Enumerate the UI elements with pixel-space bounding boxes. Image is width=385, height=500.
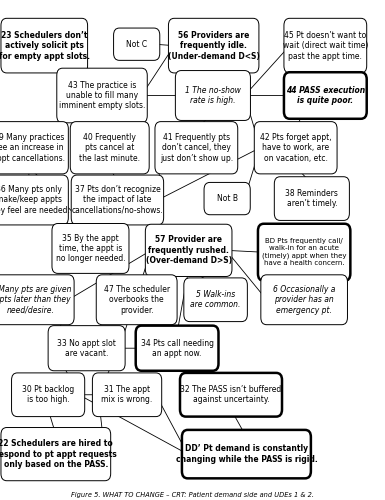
- Text: 42 Pts forget appt,
have to work, are
on vacation, etc.: 42 Pts forget appt, have to work, are on…: [260, 133, 331, 162]
- Text: 33 No appt slot
are vacant.: 33 No appt slot are vacant.: [57, 338, 116, 358]
- FancyBboxPatch shape: [0, 275, 74, 324]
- Text: 6 Occasionally a
provider has an
emergency pt.: 6 Occasionally a provider has an emergen…: [273, 285, 335, 314]
- FancyBboxPatch shape: [169, 18, 259, 73]
- Text: Not B: Not B: [217, 194, 238, 203]
- FancyBboxPatch shape: [70, 122, 149, 174]
- FancyBboxPatch shape: [96, 275, 177, 324]
- Text: 45 Pt doesn’t want to
wait (direct wait time)
past the appt time.: 45 Pt doesn’t want to wait (direct wait …: [283, 30, 368, 60]
- Text: 57 Provider are
frequently rushed.
(Over-demand D>S): 57 Provider are frequently rushed. (Over…: [146, 236, 232, 265]
- FancyBboxPatch shape: [274, 176, 350, 220]
- FancyBboxPatch shape: [52, 224, 129, 274]
- Text: 39 Many practices
see an increase in
appt cancellations.: 39 Many practices see an increase in app…: [0, 133, 65, 162]
- Text: Not C: Not C: [126, 40, 147, 48]
- Text: 1 The no-show
rate is high.: 1 The no-show rate is high.: [185, 86, 241, 105]
- Text: DD’ Pt demand is constantly
changing while the PASS is rigid.: DD’ Pt demand is constantly changing whi…: [176, 444, 317, 464]
- Text: 36 Many pts only
make/keep appts
they feel are needed.: 36 Many pts only make/keep appts they fe…: [0, 185, 70, 215]
- FancyBboxPatch shape: [254, 122, 337, 174]
- Text: 31 The appt
mix is wrong.: 31 The appt mix is wrong.: [101, 385, 153, 404]
- Text: BD Pts frequently call/
walk-in for an acute
(timely) appt when they
have a heal: BD Pts frequently call/ walk-in for an a…: [262, 238, 346, 266]
- FancyBboxPatch shape: [114, 28, 160, 60]
- FancyBboxPatch shape: [258, 224, 350, 281]
- FancyBboxPatch shape: [0, 122, 69, 174]
- FancyBboxPatch shape: [184, 278, 248, 322]
- Text: 35 By the appt
time, the appt is
no longer needed.: 35 By the appt time, the appt is no long…: [56, 234, 125, 264]
- FancyBboxPatch shape: [284, 72, 367, 119]
- FancyBboxPatch shape: [155, 122, 238, 174]
- Text: 34 Pts call needing
an appt now.: 34 Pts call needing an appt now.: [141, 338, 214, 358]
- Text: 32 The PASS isn’t buffered
against uncertainty.: 32 The PASS isn’t buffered against uncer…: [181, 385, 281, 404]
- FancyBboxPatch shape: [1, 18, 88, 73]
- FancyBboxPatch shape: [92, 373, 162, 416]
- Text: 56 Providers are
frequently idle.
(Under-demand D<S): 56 Providers are frequently idle. (Under…: [168, 30, 259, 60]
- Text: 40 Frequently
pts cancel at
the last minute.: 40 Frequently pts cancel at the last min…: [79, 133, 140, 162]
- FancyBboxPatch shape: [71, 175, 164, 225]
- Text: 22 Schedulers are hired to
respond to pt appt requests
only based on the PASS.: 22 Schedulers are hired to respond to pt…: [0, 439, 117, 469]
- FancyBboxPatch shape: [145, 224, 232, 276]
- FancyBboxPatch shape: [284, 18, 367, 73]
- Text: 30 Pt backlog
is too high.: 30 Pt backlog is too high.: [22, 385, 74, 404]
- Text: 2 Many pts are given
appts later than they
need/desire.: 2 Many pts are given appts later than th…: [0, 285, 71, 314]
- FancyBboxPatch shape: [57, 68, 147, 123]
- FancyBboxPatch shape: [136, 326, 219, 371]
- FancyBboxPatch shape: [0, 175, 69, 225]
- Text: 5 Walk-ins
are common.: 5 Walk-ins are common.: [191, 290, 241, 310]
- FancyBboxPatch shape: [1, 428, 111, 480]
- FancyBboxPatch shape: [204, 182, 250, 214]
- Text: 41 Frequently pts
don’t cancel, they
just don’t show up.: 41 Frequently pts don’t cancel, they jus…: [160, 133, 233, 162]
- Text: 44 PASS execution
is quite poor.: 44 PASS execution is quite poor.: [286, 86, 365, 105]
- FancyBboxPatch shape: [180, 373, 282, 416]
- FancyBboxPatch shape: [182, 430, 311, 478]
- FancyBboxPatch shape: [48, 326, 125, 371]
- FancyBboxPatch shape: [12, 373, 85, 416]
- Text: 47 The scheduler
overbooks the
provider.: 47 The scheduler overbooks the provider.: [104, 285, 170, 314]
- FancyBboxPatch shape: [261, 275, 347, 324]
- Text: 43 The practice is
unable to fill many
imminent empty slots.: 43 The practice is unable to fill many i…: [59, 80, 145, 110]
- Text: 23 Schedulers don’t
actively solicit pts
for empty appt slots.: 23 Schedulers don’t actively solicit pts…: [0, 30, 90, 60]
- Text: 38 Reminders
aren’t timely.: 38 Reminders aren’t timely.: [285, 189, 338, 208]
- FancyBboxPatch shape: [176, 70, 251, 120]
- Text: Figure 5. WHAT TO CHANGE – CRT: Patient demand side and UDEs 1 & 2.: Figure 5. WHAT TO CHANGE – CRT: Patient …: [71, 492, 314, 498]
- Text: 37 Pts don’t recognize
the impact of late
cancellations/no-shows.: 37 Pts don’t recognize the impact of lat…: [72, 185, 163, 215]
